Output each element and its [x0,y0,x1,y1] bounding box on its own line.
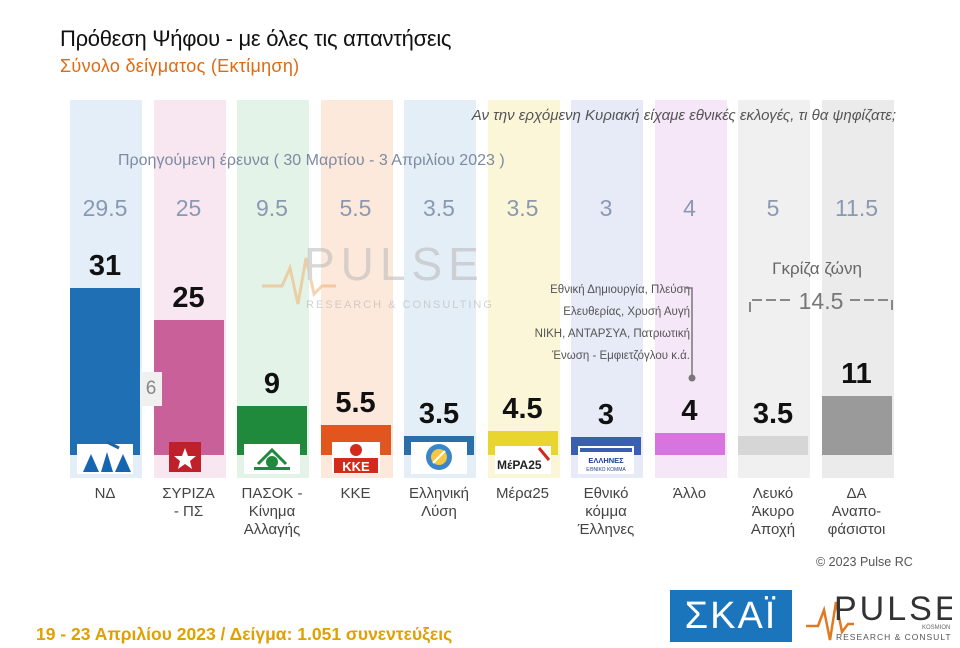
category-label: Εθνικό κόμμα Έλληνες [561,485,651,539]
svg-text:ΕΘΝΙΚΟ ΚΟΜΜΑ: ΕΘΝΙΚΟ ΚΟΜΜΑ [586,467,626,473]
survey-footer: 19 - 23 Απριλίου 2023 / Δείγμα: 1.051 συ… [36,624,453,644]
previous-value-marker: 6 [140,372,162,406]
previous-value-label: 3 [599,195,613,221]
category-label-line: Κίνημα [248,503,296,520]
other-note-line: Ελευθερίας, Χρυσή Αυγή [563,306,690,318]
background-band [571,100,643,478]
bar-value-label: 3.5 [418,398,460,431]
other-note-line: ΝΙΚΗ, ΑΝΤΑΡΣΥΑ, Πατριωτική [534,328,690,340]
category-label-line: Αλλαγής [243,521,301,538]
mera25-logo: ΜέΡΑ25 [494,440,551,474]
category-label: Λευκό Άκυρο Αποχή [728,485,818,539]
bar [70,287,140,455]
category-label: ΝΔ [60,485,150,503]
svg-text:RESEARCH & CONSULTING: RESEARCH & CONSULTING [306,299,492,311]
svg-text:ΜέΡΑ25: ΜέΡΑ25 [497,458,542,472]
svg-text:ΕΛΛΗΝΕΣ: ΕΛΛΗΝΕΣ [588,456,624,465]
previous-value-label: 9.5 [256,195,288,221]
background-band [654,100,727,478]
bar-value-label: 25 [172,282,205,314]
bar-value-label: 11 [841,357,872,390]
pulse-logo-tag: RESEARCH & CONSULTING [836,632,952,642]
category-label-line: φάσιστοι [827,521,886,538]
category-label: Μέρα25 [478,485,568,503]
previous-value-label: 29.5 [82,195,128,221]
category-label-line: - ΠΣ [173,503,204,520]
background-band [738,100,810,478]
bar-value-label: 4 [681,395,698,428]
category-label: ΠΑΣΟΚ - Κίνημα Αλλαγής [227,485,317,539]
category-label: Ελληνική Λύση [394,485,484,521]
category-label-line: Έλληνες [577,521,635,538]
category-label-line: ΔΑ [846,485,867,502]
kke-logo: ΚΚΕ [328,440,384,474]
gray-zone-label: Γκρίζα ζώνη [772,259,862,278]
previous-value-label: 11.5 [834,195,879,221]
syriza-logo [161,440,217,474]
category-label-line: Άκυρο [751,503,795,520]
category-label-line: κόμμα [585,503,627,520]
skai-logo-text: ΣΚΑΪ [684,595,778,637]
svg-text:PULSE: PULSE [304,238,485,290]
pulse-logo: PULSE KOSMION RESEARCH & CONSULTING [806,590,952,642]
bar-value-label: 3 [597,399,615,431]
skai-logo [670,590,792,642]
ellines-logo: ΕΛΛΗΝΕΣ ΕΘΝΙΚΟ ΚΟΜΜΑ [578,440,634,474]
category-label-line: Αποχή [750,521,796,538]
gray-zone-value: 14.5 [798,288,844,314]
background-band [320,100,393,478]
category-label-line: Λύση [421,503,457,520]
gray-zone-bracket [749,299,893,312]
other-note-line: Ένωση - Εμφιετζόγλου κ.ά. [552,350,690,362]
bar-value-label: 31 [88,249,122,282]
previous-value-label: 4 [683,195,696,221]
bar-value-label: 3.5 [752,398,794,431]
survey-question: Αν την ερχόμενη Κυριακή είχαμε εθνικές ε… [471,107,896,124]
bar [654,433,725,455]
bar-value-label: 9 [263,368,281,401]
category-label-line: Εθνικό [583,485,629,502]
pulse-logo-small: KOSMION [922,625,950,631]
pulse-watermark-logo: PULSE RESEARCH & CONSULTING [262,238,492,311]
nd-logo [77,440,133,474]
chart-title: Πρόθεση Ψήφου - με όλες τις απαντήσεις [60,26,452,51]
category-label-line: Αναπο- [831,503,882,520]
bar-value-label: 5.5 [335,387,376,420]
pulse-logo-name: PULSE [834,590,952,628]
pasok-logo [244,440,300,474]
bar [153,320,224,455]
previous-value-label: 3.5 [506,195,539,221]
category-label: Άλλο [645,485,735,503]
category-label-line: Άλλο [672,485,707,502]
previous-value-label: 5 [766,195,780,221]
previous-value-label: 5.5 [339,195,372,221]
category-label-line: Μέρα25 [495,485,550,502]
previous-value-label: 3.5 [423,195,455,221]
bar-value-label: 4.5 [502,392,543,425]
bar [821,395,892,455]
category-label-line: ΚΚΕ [340,485,371,502]
category-label: ΔΑ Αναπο-φάσιστοι [812,485,902,539]
category-label-line: Ελληνική [408,485,470,502]
category-label: ΚΚΕ [311,485,401,503]
category-label: ΣΥΡΙΖΑ - ΠΣ [144,485,234,521]
other-note-connector [686,287,696,382]
other-note-line: Εθνική Δημιουργία, Πλεύση [550,284,690,296]
bar [738,436,808,455]
previous-survey-label: Προηγούμενη έρευνα ( 30 Μαρτίου - 3 Απρι… [118,152,505,169]
elliniki-lysi-logo [411,440,467,474]
copyright: © 2023 Pulse RC [816,555,913,569]
background-band [487,100,560,478]
background-band [404,100,476,478]
svg-text:ΚΚΕ: ΚΚΕ [342,459,370,474]
category-label-line: ΝΔ [94,485,116,502]
category-label-line: ΣΥΡΙΖΑ [162,485,215,502]
category-label-line: Λευκό [752,485,794,502]
other-parties-note: Εθνική Δημιουργία, Πλεύση Ελευθερίας, Χρ… [518,279,690,367]
category-label-line: ΠΑΣΟΚ - [241,485,303,502]
previous-value-label: 25 [175,195,202,221]
chart-subtitle: Σύνολο δείγματος (Εκτίμηση) [60,56,300,76]
